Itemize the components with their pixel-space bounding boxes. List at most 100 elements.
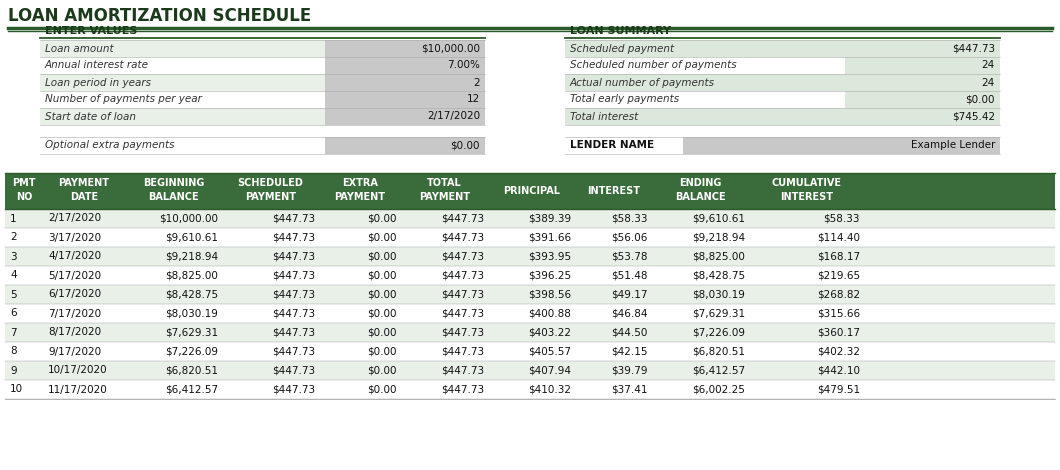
Text: 2: 2 bbox=[474, 78, 480, 87]
Text: $8,825.00: $8,825.00 bbox=[165, 271, 218, 281]
Text: $447.73: $447.73 bbox=[952, 44, 995, 54]
Text: $58.33: $58.33 bbox=[612, 213, 648, 224]
Text: PRINCIPAL: PRINCIPAL bbox=[504, 186, 560, 196]
Text: $447.73: $447.73 bbox=[271, 290, 315, 299]
Text: $447.73: $447.73 bbox=[271, 308, 315, 319]
Text: 6: 6 bbox=[10, 308, 17, 319]
Text: Example Lender: Example Lender bbox=[911, 141, 995, 150]
Text: 6/17/2020: 6/17/2020 bbox=[48, 290, 101, 299]
Text: $447.73: $447.73 bbox=[441, 271, 484, 281]
Text: $56.06: $56.06 bbox=[612, 233, 648, 243]
Text: BALANCE: BALANCE bbox=[148, 192, 199, 202]
Text: Annual interest rate: Annual interest rate bbox=[45, 61, 149, 70]
Text: 7/17/2020: 7/17/2020 bbox=[48, 308, 101, 319]
Bar bbox=[325, 57, 485, 74]
Text: $0.00: $0.00 bbox=[368, 251, 398, 261]
Text: $398.56: $398.56 bbox=[528, 290, 571, 299]
Text: $447.73: $447.73 bbox=[441, 213, 484, 224]
Text: $8,030.19: $8,030.19 bbox=[692, 290, 745, 299]
Bar bbox=[5, 247, 1055, 266]
Text: $447.73: $447.73 bbox=[271, 271, 315, 281]
Bar bbox=[40, 91, 485, 108]
Text: 4: 4 bbox=[10, 271, 17, 281]
Text: $49.17: $49.17 bbox=[612, 290, 648, 299]
Text: $9,610.61: $9,610.61 bbox=[165, 233, 218, 243]
Text: 10/17/2020: 10/17/2020 bbox=[48, 366, 108, 376]
Text: 5/17/2020: 5/17/2020 bbox=[48, 271, 101, 281]
Text: 7.00%: 7.00% bbox=[447, 61, 480, 70]
Bar bbox=[325, 137, 485, 154]
Text: $447.73: $447.73 bbox=[271, 366, 315, 376]
Text: PAYMENT: PAYMENT bbox=[245, 192, 296, 202]
Text: $51.48: $51.48 bbox=[612, 271, 648, 281]
Text: $6,412.57: $6,412.57 bbox=[692, 366, 745, 376]
Bar bbox=[40, 57, 485, 74]
Text: 24: 24 bbox=[982, 78, 995, 87]
Text: 11/17/2020: 11/17/2020 bbox=[48, 384, 108, 394]
Text: DATE: DATE bbox=[70, 192, 99, 202]
Text: $442.10: $442.10 bbox=[817, 366, 860, 376]
Text: $44.50: $44.50 bbox=[612, 328, 648, 337]
Text: $315.66: $315.66 bbox=[817, 308, 860, 319]
Text: $447.73: $447.73 bbox=[441, 290, 484, 299]
Text: 9: 9 bbox=[10, 366, 17, 376]
Text: 1: 1 bbox=[10, 213, 17, 224]
Text: LOAN AMORTIZATION SCHEDULE: LOAN AMORTIZATION SCHEDULE bbox=[8, 7, 312, 25]
Text: $0.00: $0.00 bbox=[368, 271, 398, 281]
Text: $6,412.57: $6,412.57 bbox=[165, 384, 218, 394]
Text: $396.25: $396.25 bbox=[528, 271, 571, 281]
Bar bbox=[845, 74, 1000, 91]
Bar bbox=[683, 137, 1000, 154]
Text: BEGINNING: BEGINNING bbox=[143, 178, 205, 188]
Bar bbox=[5, 342, 1055, 361]
Bar bbox=[5, 285, 1055, 304]
Text: $0.00: $0.00 bbox=[368, 328, 398, 337]
Text: $8,825.00: $8,825.00 bbox=[692, 251, 745, 261]
Bar bbox=[5, 173, 1055, 209]
Text: $7,226.09: $7,226.09 bbox=[165, 346, 218, 357]
Text: $479.51: $479.51 bbox=[817, 384, 860, 394]
Text: $403.22: $403.22 bbox=[528, 328, 571, 337]
Text: $393.95: $393.95 bbox=[528, 251, 571, 261]
Text: Start date of loan: Start date of loan bbox=[45, 111, 136, 122]
Text: $745.42: $745.42 bbox=[952, 111, 995, 122]
Text: $6,002.25: $6,002.25 bbox=[692, 384, 745, 394]
Text: INTEREST: INTEREST bbox=[780, 192, 833, 202]
Text: PAYMENT: PAYMENT bbox=[335, 192, 386, 202]
Text: 3/17/2020: 3/17/2020 bbox=[48, 233, 101, 243]
Text: $447.73: $447.73 bbox=[441, 384, 484, 394]
Text: $42.15: $42.15 bbox=[612, 346, 648, 357]
Text: ENTER VALUES: ENTER VALUES bbox=[45, 26, 138, 36]
Text: $114.40: $114.40 bbox=[817, 233, 860, 243]
Text: PAYMENT: PAYMENT bbox=[419, 192, 470, 202]
Text: $7,226.09: $7,226.09 bbox=[692, 328, 745, 337]
Text: $447.73: $447.73 bbox=[441, 346, 484, 357]
Text: $389.39: $389.39 bbox=[528, 213, 571, 224]
Text: 8: 8 bbox=[10, 346, 17, 357]
Text: SCHEDULED: SCHEDULED bbox=[237, 178, 303, 188]
Text: $407.94: $407.94 bbox=[528, 366, 571, 376]
Text: $447.73: $447.73 bbox=[441, 328, 484, 337]
Bar bbox=[5, 228, 1055, 247]
Text: $410.32: $410.32 bbox=[528, 384, 571, 394]
Text: $447.73: $447.73 bbox=[271, 233, 315, 243]
Text: $0.00: $0.00 bbox=[368, 366, 398, 376]
Text: $447.73: $447.73 bbox=[441, 308, 484, 319]
Text: $8,428.75: $8,428.75 bbox=[165, 290, 218, 299]
Text: LENDER NAME: LENDER NAME bbox=[570, 141, 654, 150]
Text: $6,820.51: $6,820.51 bbox=[165, 366, 218, 376]
Text: $0.00: $0.00 bbox=[368, 346, 398, 357]
Text: 7: 7 bbox=[10, 328, 17, 337]
Text: 9/17/2020: 9/17/2020 bbox=[48, 346, 101, 357]
Text: $405.57: $405.57 bbox=[528, 346, 571, 357]
Text: $360.17: $360.17 bbox=[817, 328, 860, 337]
Text: $447.73: $447.73 bbox=[271, 328, 315, 337]
Text: 2/17/2020: 2/17/2020 bbox=[427, 111, 480, 122]
Text: Loan period in years: Loan period in years bbox=[45, 78, 151, 87]
Text: $53.78: $53.78 bbox=[612, 251, 648, 261]
Text: $447.73: $447.73 bbox=[271, 251, 315, 261]
Bar bbox=[5, 361, 1055, 380]
Bar bbox=[565, 74, 1000, 91]
Bar bbox=[5, 323, 1055, 342]
Text: $447.73: $447.73 bbox=[441, 233, 484, 243]
